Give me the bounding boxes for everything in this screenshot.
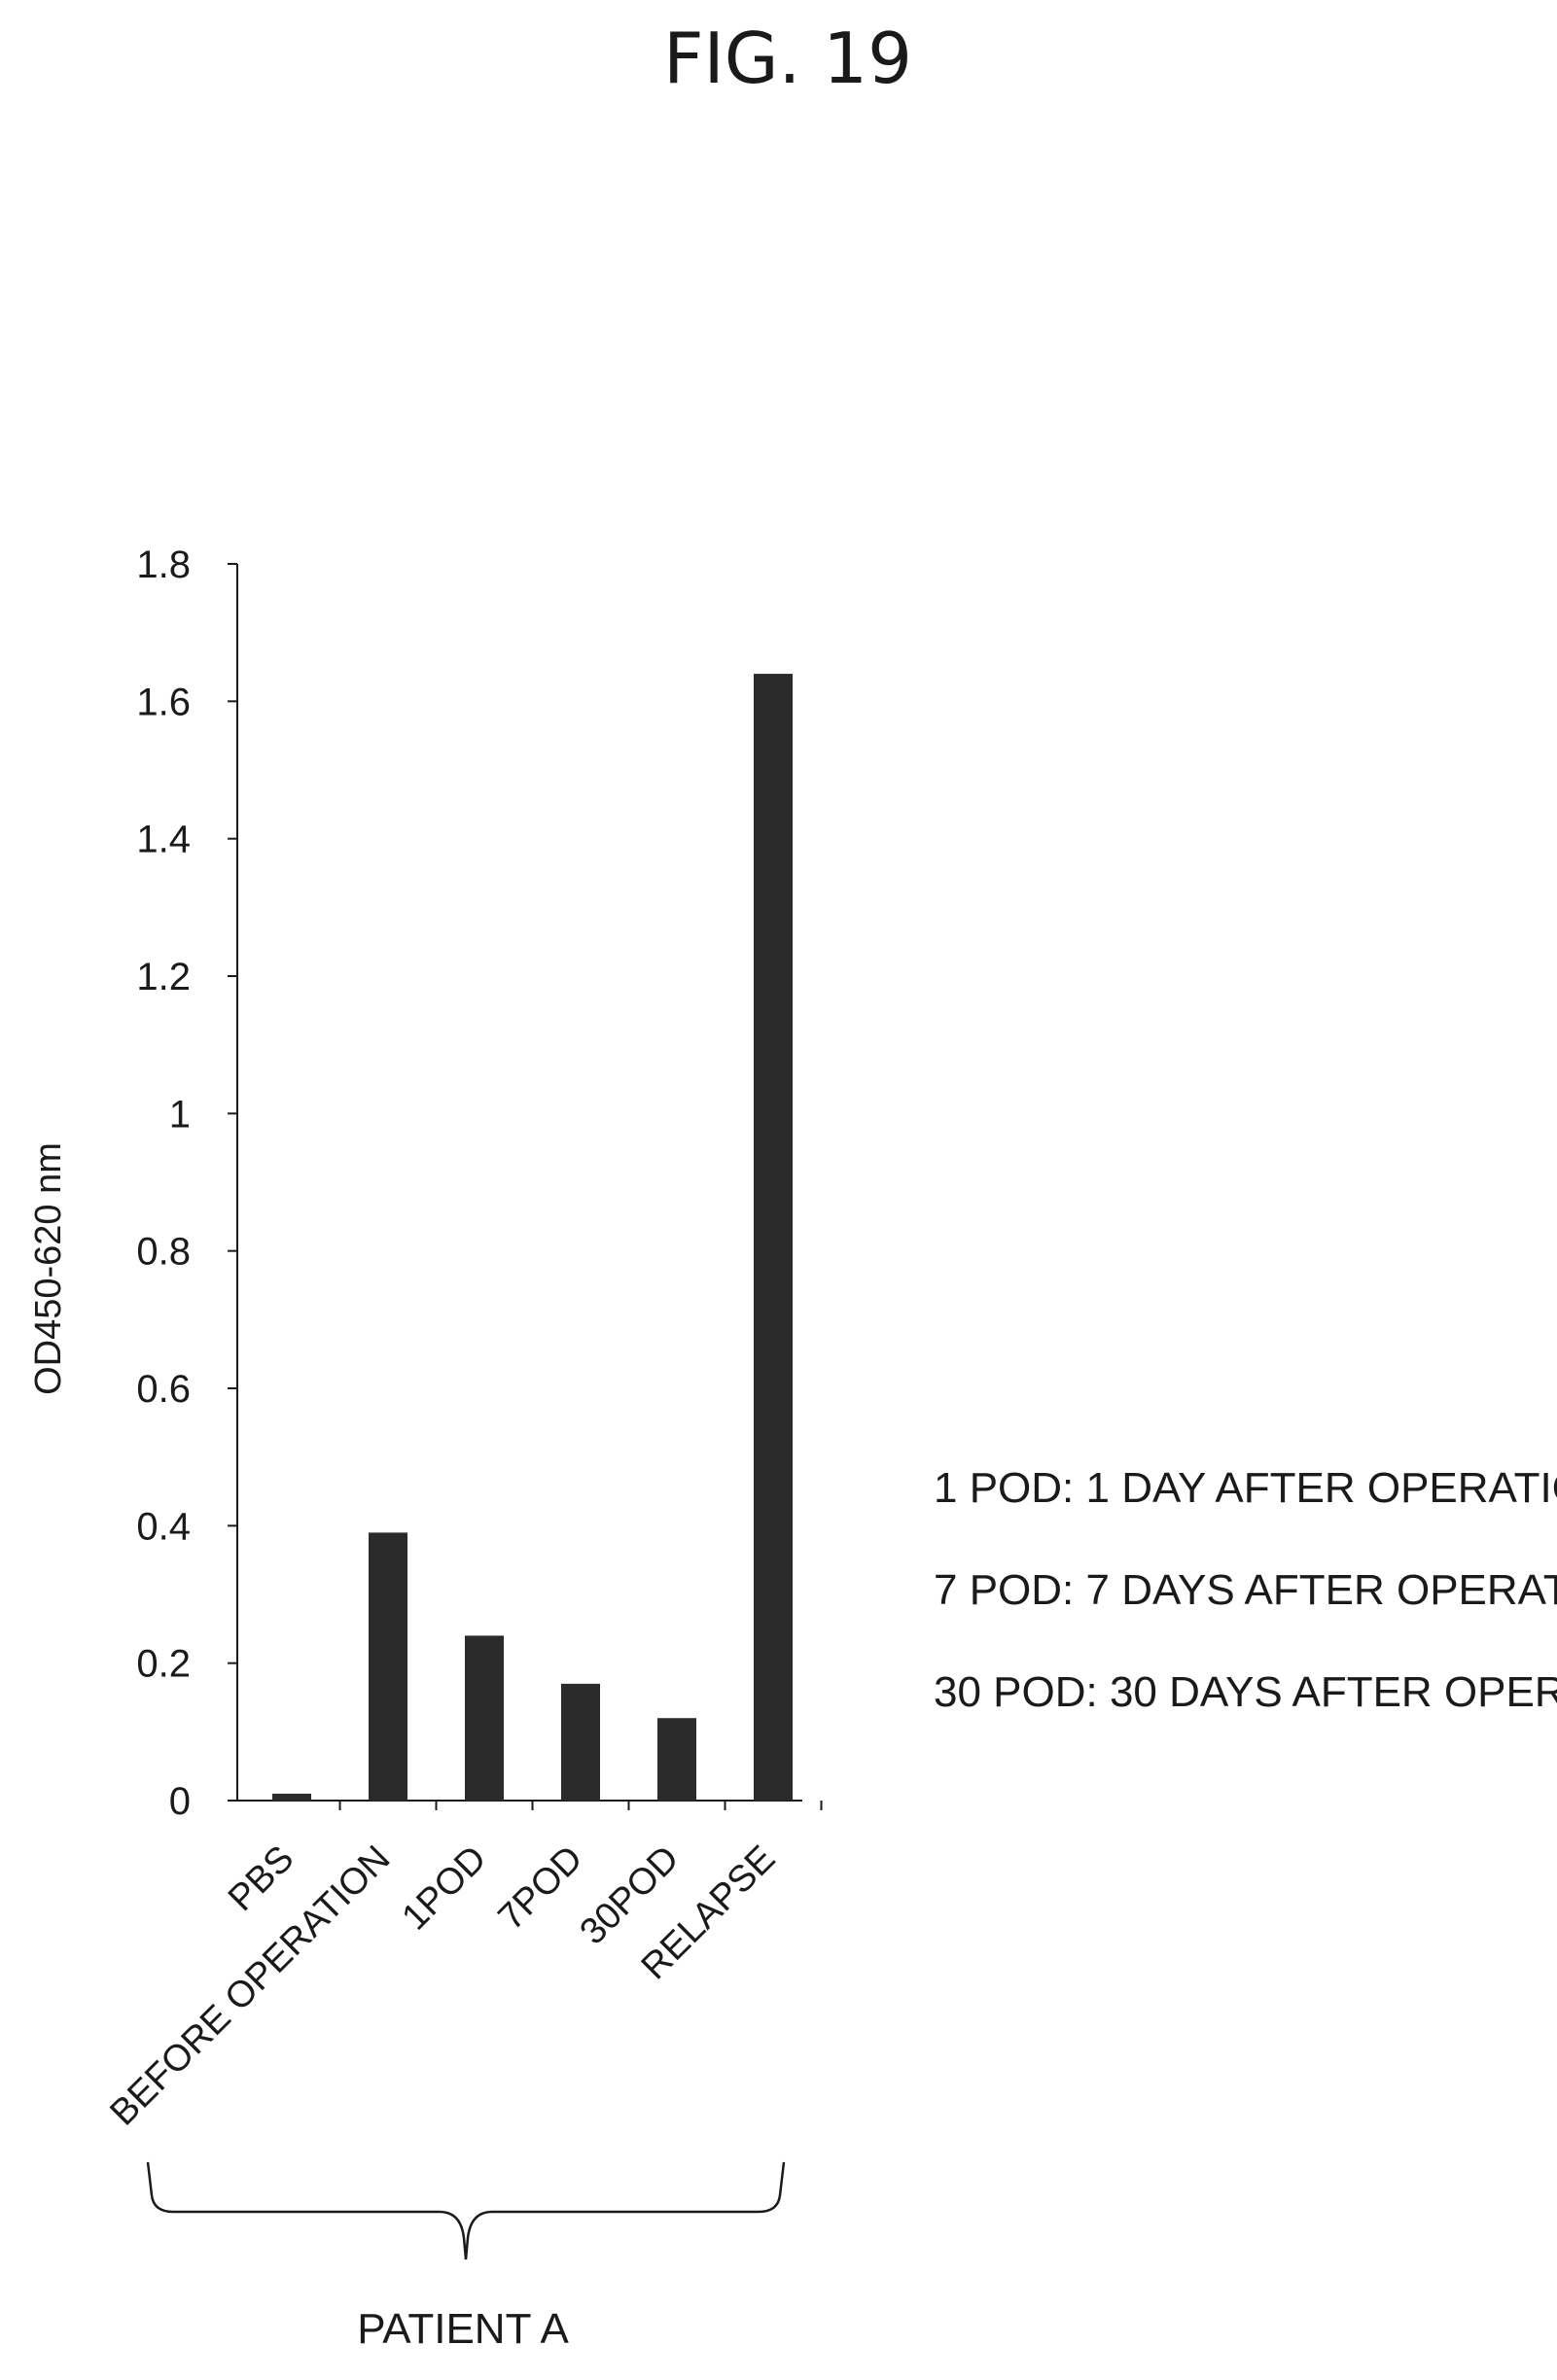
y-tick-label: 0.4 bbox=[136, 1505, 191, 1548]
bar-chart: OD450-620 nm 00.20.40.60.811.21.41.61.8 … bbox=[28, 543, 823, 2134]
bar-30pod bbox=[657, 1718, 696, 1801]
y-axis-label: OD450-620 nm bbox=[28, 1142, 69, 1395]
group-label: PATIENT A bbox=[357, 2305, 569, 2353]
category-label: PBS bbox=[221, 1838, 301, 1919]
bar-7pod bbox=[561, 1683, 600, 1801]
y-tick-label: 0.6 bbox=[136, 1368, 191, 1411]
legend-item-1pod: 1 POD: 1 DAY AFTER OPERATION bbox=[934, 1464, 1557, 1512]
bars bbox=[272, 674, 793, 1801]
bar-relapse bbox=[754, 674, 793, 1801]
figure-title: FIG. 19 bbox=[663, 18, 912, 99]
y-tick-label: 1.4 bbox=[136, 819, 191, 861]
y-tick-label: 1 bbox=[169, 1093, 191, 1136]
bar-1pod bbox=[465, 1635, 504, 1801]
y-tick-label: 0.8 bbox=[136, 1231, 191, 1274]
y-tick-label: 1.8 bbox=[136, 543, 191, 586]
y-tick-label: 1.6 bbox=[136, 681, 191, 723]
y-tick-label: 1.2 bbox=[136, 956, 191, 998]
legend-item-7pod: 7 POD: 7 DAYS AFTER OPERATION bbox=[934, 1566, 1557, 1614]
category-label: 1POD bbox=[394, 1838, 494, 1939]
legend-notes: 1 POD: 1 DAY AFTER OPERATION 7 POD: 7 DA… bbox=[934, 1464, 1557, 1716]
legend-item-30pod: 30 POD: 30 DAYS AFTER OPERATION bbox=[934, 1668, 1557, 1716]
y-tick-label: 0 bbox=[169, 1780, 191, 1823]
x-axis-ticks bbox=[338, 1801, 823, 1810]
group-brace bbox=[146, 2161, 786, 2260]
y-axis-ticks: 0 0.2 0.4 0.6 0.8 1 1.2 1.4 1.6 1.8 bbox=[136, 543, 237, 1823]
y-tick-label: 0.2 bbox=[136, 1643, 191, 1686]
bar-pbs bbox=[272, 1793, 311, 1801]
bar-before-operation bbox=[369, 1532, 407, 1801]
